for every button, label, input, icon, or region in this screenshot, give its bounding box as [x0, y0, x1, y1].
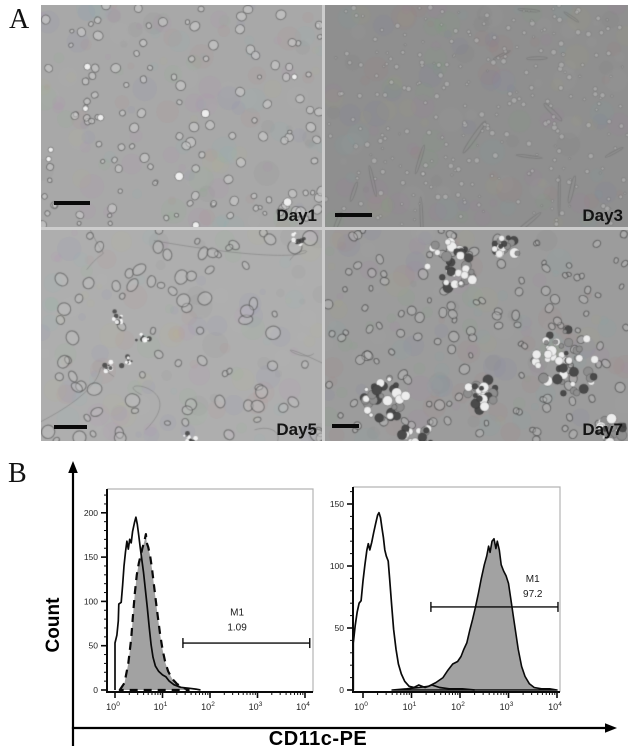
marker-M1: M1 97.2 [430, 574, 559, 612]
svg-text:50: 50 [335, 623, 345, 633]
micrograph-day3: Day3 [325, 5, 628, 227]
micrograph-day7-image [325, 230, 628, 441]
histogram-control-open [352, 511, 475, 691]
svg-text:102: 102 [451, 701, 465, 712]
svg-text:100: 100 [330, 561, 344, 571]
marker-M1: M1 1.09 [182, 608, 311, 649]
svg-text:102: 102 [201, 701, 215, 712]
day7-label: Day7 [582, 420, 623, 439]
svg-text:100: 100 [354, 701, 368, 712]
x-axis-arrowhead [605, 723, 617, 733]
svg-text:200: 200 [84, 508, 98, 518]
outer-axes [68, 461, 617, 746]
flow-plot-2: 0 50 100 150 100 101 102 103 104 M1 97.2 [330, 486, 562, 712]
y-axis-arrowhead [68, 461, 78, 473]
scale-bar [54, 201, 90, 205]
marker-name: M1 [230, 608, 244, 619]
marker-percent: 97.2 [523, 589, 543, 600]
scale-bar [54, 425, 87, 429]
day1-label: Day1 [276, 206, 317, 225]
micrograph-day3-image [325, 5, 628, 227]
day5-label: Day5 [276, 420, 317, 439]
svg-text:103: 103 [500, 701, 514, 712]
svg-text:104: 104 [296, 701, 310, 712]
microscopy-grid: Day1 Day3 Day5 Day7 [41, 5, 628, 441]
svg-text:150: 150 [84, 552, 98, 562]
day3-label: Day3 [582, 206, 623, 225]
panel-a-letter: A [9, 4, 30, 35]
micrograph-day5-image [41, 230, 322, 441]
flow-plot-1: 0 50 100 150 200 100 101 102 103 104 M1 1.09 [84, 488, 314, 712]
svg-text:50: 50 [89, 641, 99, 651]
micrograph-day5: Day5 [41, 230, 322, 441]
svg-text:100: 100 [84, 596, 98, 606]
x-axis-title: CD11c-PE [268, 728, 368, 750]
micrograph-day1-image [41, 5, 322, 227]
scale-bar [335, 213, 372, 217]
micrograph-day1: Day1 [41, 5, 322, 227]
histogram-stained-filled [118, 532, 190, 692]
svg-text:150: 150 [330, 499, 344, 509]
histogram-stained-filled [391, 537, 558, 691]
marker-name: M1 [526, 574, 540, 585]
y-axis-title: Count [43, 597, 64, 653]
svg-text:101: 101 [403, 701, 417, 712]
svg-text:0: 0 [339, 685, 344, 695]
svg-text:103: 103 [249, 701, 263, 712]
svg-text:104: 104 [548, 701, 562, 712]
histogram-control-open [114, 516, 201, 691]
marker-percent: 1.09 [227, 623, 247, 634]
svg-text:101: 101 [154, 701, 168, 712]
panel-b-letter: B [8, 458, 27, 489]
svg-text:100: 100 [106, 701, 120, 712]
micrograph-day7: Day7 [325, 230, 628, 441]
svg-text:0: 0 [93, 685, 98, 695]
scale-bar [332, 424, 359, 428]
